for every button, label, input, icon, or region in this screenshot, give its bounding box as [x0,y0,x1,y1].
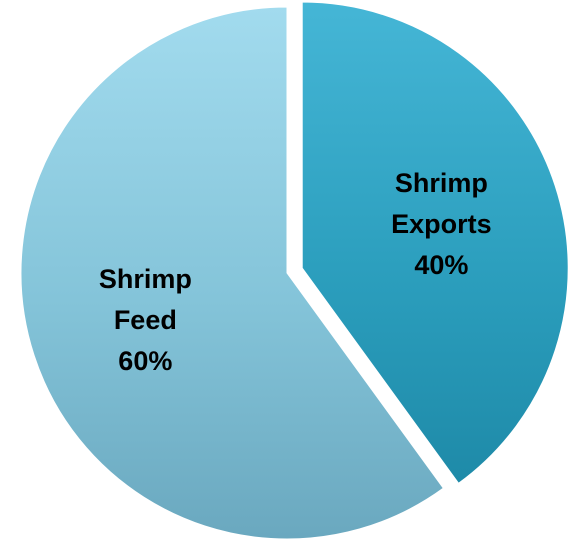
slice-percent-label: 60% [118,346,172,376]
slice-label-line: Shrimp [395,168,488,198]
slice-label-shrimp-exports: Shrimp Exports 40% [391,168,492,280]
slice-percent-label: 40% [414,250,468,280]
pie-slice-shrimp-exports [301,1,569,484]
labels-layer: Shrimp Exports 40% Shrimp Feed 60% [99,168,492,376]
slices-layer [20,1,569,540]
slice-label-line: Feed [114,305,177,335]
slice-label-shrimp-feed: Shrimp Feed 60% [99,264,192,376]
slice-label-line: Shrimp [99,264,192,294]
slice-label-line: Exports [391,209,492,239]
pie-slice-shrimp-feed [20,6,445,540]
